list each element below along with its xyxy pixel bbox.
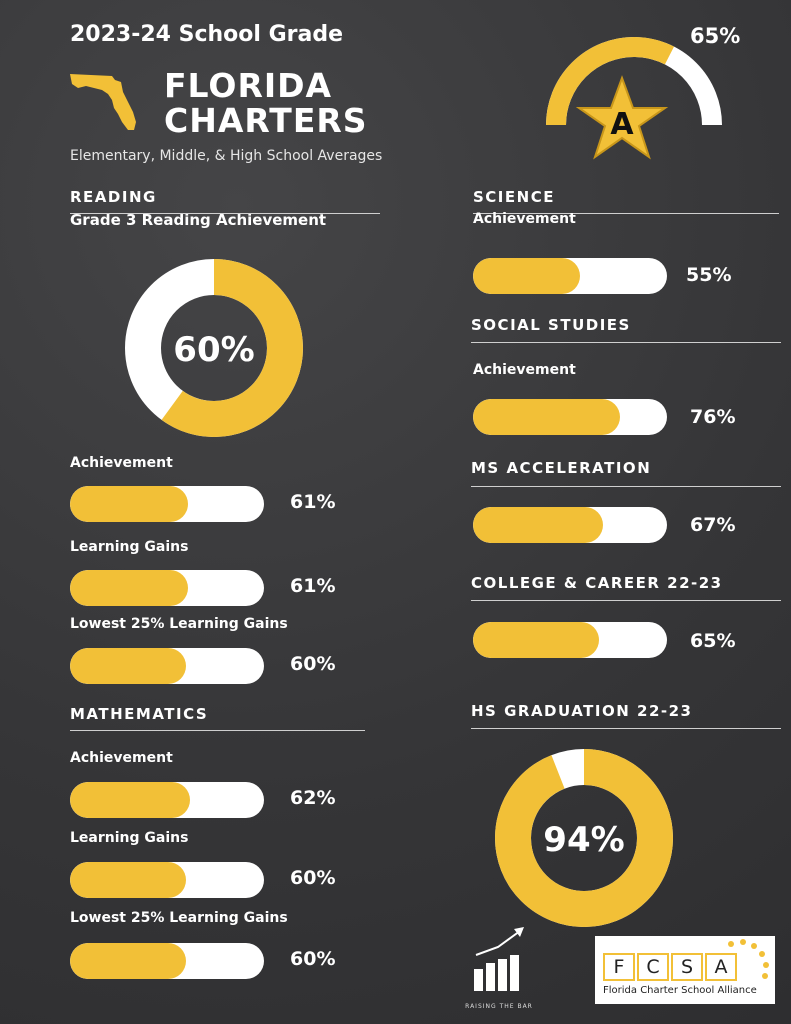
reading-achievement-label: Achievement bbox=[70, 455, 173, 471]
grade-letter: A bbox=[610, 107, 634, 142]
social-studies-achievement-pct: 76% bbox=[690, 406, 736, 428]
reading-gains-pct: 61% bbox=[290, 575, 336, 597]
math-section-title: MATHEMATICS bbox=[70, 705, 209, 723]
reading-donut-fill bbox=[125, 259, 303, 437]
science-achievement-pct: 55% bbox=[686, 264, 732, 286]
social-studies-divider bbox=[471, 342, 781, 343]
math-lowest25-pct: 60% bbox=[290, 948, 336, 970]
page-title: 2023-24 School Grade bbox=[70, 22, 344, 47]
reading-achievement-fill bbox=[70, 486, 189, 522]
florida-map-icon bbox=[70, 74, 136, 130]
sun-rays-icon bbox=[728, 939, 769, 979]
math-lowest25-fill bbox=[70, 943, 187, 979]
fcsa-name: Florida Charter School Alliance bbox=[603, 985, 757, 996]
ms-acceleration-pct: 67% bbox=[690, 514, 736, 536]
reading-lowest25-pct: 60% bbox=[290, 653, 336, 675]
college-career-bar bbox=[473, 622, 667, 658]
bar-chart-arrow-icon bbox=[474, 927, 524, 991]
fcsa-letter-a: A bbox=[705, 953, 737, 981]
math-achievement-bar bbox=[70, 782, 264, 818]
page-subtitle: Elementary, Middle, & High School Averag… bbox=[70, 148, 383, 164]
math-lowest25-bar bbox=[70, 943, 264, 979]
raising-the-bar-text: RAISING THE BAR bbox=[465, 1003, 533, 1010]
star-icon bbox=[575, 75, 669, 160]
math-gains-pct: 60% bbox=[290, 867, 336, 889]
fcsa-letter-s: S bbox=[671, 953, 703, 981]
ms-acceleration-bar bbox=[473, 507, 667, 543]
science-achievement-bar bbox=[473, 258, 667, 294]
reading-divider bbox=[70, 213, 380, 214]
reading-gains-fill bbox=[70, 570, 189, 606]
math-divider bbox=[70, 730, 365, 731]
math-achievement-label: Achievement bbox=[70, 750, 173, 766]
ms-acceleration-fill bbox=[473, 507, 603, 543]
school-grade-gauge: A bbox=[546, 37, 722, 160]
science-section-title: SCIENCE bbox=[473, 188, 555, 206]
math-gains-bar bbox=[70, 862, 264, 898]
reading-achievement-bar bbox=[70, 486, 264, 522]
social-studies-section-title: SOCIAL STUDIES bbox=[471, 316, 631, 334]
fcsa-letter-c: C bbox=[637, 953, 669, 981]
hs-graduation-donut: 94% bbox=[495, 749, 673, 927]
math-achievement-pct: 62% bbox=[290, 787, 336, 809]
math-lowest25-label: Lowest 25% Learning Gains bbox=[70, 910, 288, 926]
gauge-fill bbox=[546, 37, 722, 126]
brand-line-1: FLORIDA bbox=[164, 66, 333, 105]
reading-subtitle: Grade 3 Reading Achievement bbox=[70, 211, 327, 229]
raising-the-bar-logo: RAISING THE BAR bbox=[462, 925, 536, 1017]
hs-graduation-donut-label: 94% bbox=[543, 820, 624, 860]
fcsa-letters: F C S A bbox=[603, 953, 737, 981]
reading-donut: 60% bbox=[125, 259, 303, 437]
social-studies-achievement-fill bbox=[473, 399, 621, 435]
college-career-divider bbox=[471, 600, 781, 601]
math-achievement-fill bbox=[70, 782, 191, 818]
reading-lowest25-label: Lowest 25% Learning Gains bbox=[70, 616, 288, 632]
reading-lowest25-fill bbox=[70, 648, 187, 684]
reading-lowest25-bar bbox=[70, 648, 264, 684]
reading-gains-bar bbox=[70, 570, 264, 606]
science-achievement-fill bbox=[473, 258, 580, 294]
college-career-fill bbox=[473, 622, 600, 658]
science-divider bbox=[473, 213, 779, 214]
reading-gains-label: Learning Gains bbox=[70, 539, 189, 555]
math-gains-fill bbox=[70, 862, 187, 898]
math-gains-label: Learning Gains bbox=[70, 830, 189, 846]
grade-percent: 65% bbox=[690, 24, 741, 48]
science-achievement-label: Achievement bbox=[473, 211, 576, 227]
hs-graduation-section-title: HS GRADUATION 22-23 bbox=[471, 702, 693, 720]
reading-achievement-pct: 61% bbox=[290, 491, 336, 513]
ms-acceleration-section-title: MS ACCELERATION bbox=[471, 459, 652, 477]
fcsa-logo: F C S A Florida Charter School Alliance bbox=[595, 936, 775, 1004]
college-career-pct: 65% bbox=[690, 630, 736, 652]
hs-graduation-donut-fill bbox=[495, 749, 673, 927]
ms-acceleration-divider bbox=[471, 486, 781, 487]
social-studies-achievement-bar bbox=[473, 399, 667, 435]
fcsa-letter-f: F bbox=[603, 953, 635, 981]
college-career-section-title: COLLEGE & CAREER 22-23 bbox=[471, 574, 723, 592]
reading-section-title: READING bbox=[70, 188, 157, 206]
social-studies-achievement-label: Achievement bbox=[473, 362, 576, 378]
reading-donut-label: 60% bbox=[173, 330, 254, 370]
hs-graduation-divider bbox=[471, 728, 781, 729]
brand-line-2: CHARTERS bbox=[164, 101, 368, 140]
